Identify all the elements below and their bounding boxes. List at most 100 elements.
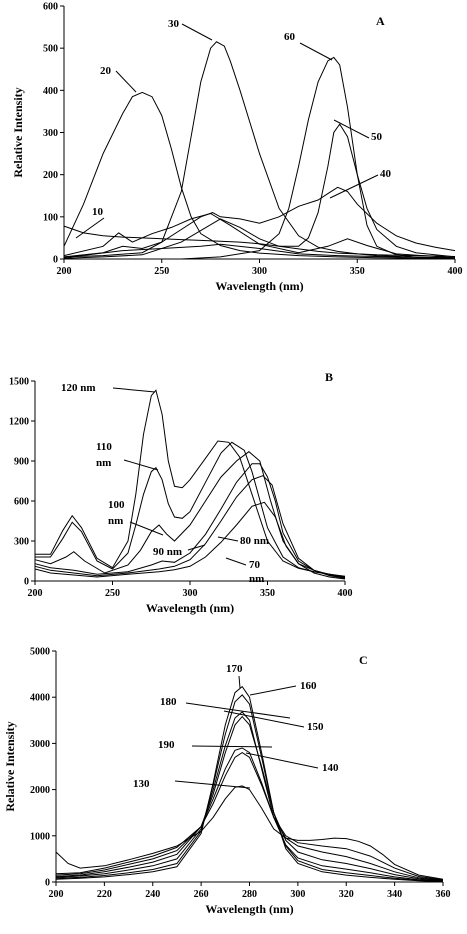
- y-tick-label: 500: [43, 44, 58, 55]
- curve-annotation: 50: [371, 131, 383, 143]
- annotation-leader: [112, 387, 156, 393]
- series-line-60: [64, 56, 456, 260]
- x-tick-label: 240: [145, 889, 160, 900]
- series-line-130: [55, 785, 444, 880]
- series-line-unlabeled-7: [63, 243, 456, 259]
- panel-label: C: [359, 653, 368, 667]
- curve-annotation: 180: [160, 696, 177, 708]
- series-line-90-nm: [34, 463, 346, 579]
- y-axis-label: Relative Intensity: [3, 721, 17, 811]
- y-tick-label: 3000: [30, 739, 50, 750]
- y-tick-label: 600: [43, 2, 58, 13]
- y-tick-label: 1000: [30, 831, 50, 842]
- x-tick-label: 340: [387, 889, 402, 900]
- x-tick-label: 350: [350, 266, 365, 277]
- series-line-180: [55, 711, 444, 882]
- x-tick-label: 360: [436, 889, 451, 900]
- series-line-20: [63, 91, 456, 260]
- curve-annotation: 140: [322, 762, 339, 774]
- curve-annotation: 190: [158, 739, 175, 751]
- x-tick-label: 300: [290, 889, 305, 900]
- x-tick-label: 220: [97, 889, 112, 900]
- x-tick-label: 260: [194, 889, 209, 900]
- curve-annotation: 120 nm: [61, 382, 96, 394]
- y-tick-label: 200: [43, 170, 58, 181]
- curve-annotation: 60: [284, 31, 296, 43]
- x-tick-label: 400: [448, 266, 463, 277]
- x-tick-label: 300: [183, 588, 198, 599]
- panel-label: A: [376, 14, 385, 28]
- y-tick-label: 300: [14, 537, 29, 548]
- annotation-leader: [245, 752, 319, 769]
- annotation-leader: [223, 710, 305, 728]
- annotation-leader: [185, 702, 291, 719]
- curve-annotation: 160: [300, 680, 317, 692]
- annotation-leader: [174, 780, 251, 789]
- y-tick-label: 5000: [30, 647, 50, 658]
- curve-annotation: nm: [96, 457, 111, 469]
- series-line-40: [63, 186, 456, 258]
- annotation-leader: [238, 675, 241, 689]
- y-tick-label: 600: [14, 497, 29, 508]
- curve-annotation: 40: [380, 168, 392, 180]
- curve-annotation: 80 nm: [240, 535, 269, 547]
- annotation-leader: [191, 745, 273, 748]
- y-tick-label: 1500: [9, 377, 29, 388]
- series-line-140: [55, 752, 444, 881]
- series-line-10: [63, 225, 456, 257]
- y-tick-label: 0: [53, 255, 58, 266]
- annotation-leader: [299, 42, 333, 61]
- annotation-leader: [181, 23, 213, 41]
- x-tick-label: 200: [49, 889, 64, 900]
- series-line-120-nm: [35, 389, 346, 577]
- panel-a: 200 250 300 350 400 0 100 200 300 400 500 600 Wavele…: [11, 2, 463, 294]
- x-axis-label: Wavelength (nm): [146, 601, 234, 615]
- curve-annotation: 100: [108, 499, 125, 511]
- annotation-leader: [225, 557, 247, 566]
- curve-annotation: 150: [307, 721, 324, 733]
- y-axis-label: Relative Intensity: [11, 87, 25, 177]
- y-tick-label: 1200: [9, 417, 29, 428]
- curve-annotation: 90 nm: [153, 546, 182, 558]
- curve-annotation: 20: [100, 65, 112, 77]
- x-tick-label: 200: [28, 588, 43, 599]
- curve-annotation: nm: [108, 515, 123, 527]
- x-tick-label: 320: [339, 889, 354, 900]
- curve-annotation: nm: [249, 573, 264, 585]
- series-line-30: [63, 41, 456, 259]
- panel-label: B: [325, 370, 333, 384]
- panel-b: 200 250 300 350 400 0 300 600 900 1200 1500 Wavelen…: [9, 370, 353, 615]
- y-tick-label: 900: [14, 457, 29, 468]
- curve-annotation: 10: [92, 206, 104, 218]
- annotation-leader: [75, 217, 105, 239]
- curve-annotation: 110: [96, 441, 112, 453]
- annotation-leader: [187, 544, 206, 551]
- x-tick-label: 200: [57, 266, 72, 277]
- annotation-leader: [249, 685, 297, 696]
- x-tick-label: 280: [242, 889, 257, 900]
- annotation-leader: [129, 521, 164, 536]
- curve-annotation: 130: [133, 778, 150, 790]
- annotation-leader: [115, 70, 137, 93]
- annotation-leader: [217, 536, 239, 542]
- x-tick-label: 250: [105, 588, 120, 599]
- y-tick-label: 2000: [30, 785, 50, 796]
- annotation-leader: [123, 459, 159, 471]
- y-tick-label: 100: [43, 212, 58, 223]
- series-line-110-nm: [35, 441, 346, 578]
- x-axis-label: Wavelength (nm): [205, 902, 293, 916]
- y-tick-label: 400: [43, 86, 58, 97]
- x-tick-label: 250: [154, 266, 169, 277]
- x-tick-label: 400: [338, 588, 353, 599]
- curve-annotation: 30: [168, 18, 180, 30]
- curve-annotation: 70: [249, 559, 261, 571]
- series-line-150: [55, 715, 444, 882]
- series-line-70-nm: [34, 501, 346, 580]
- series-line-80-nm: [34, 475, 346, 579]
- series-line-unlabeled-6: [63, 212, 456, 259]
- curve-annotation: 170: [226, 663, 243, 675]
- x-axis-label: Wavelength (nm): [215, 279, 303, 293]
- series-line-190: [55, 747, 444, 881]
- series-line-50: [63, 123, 456, 259]
